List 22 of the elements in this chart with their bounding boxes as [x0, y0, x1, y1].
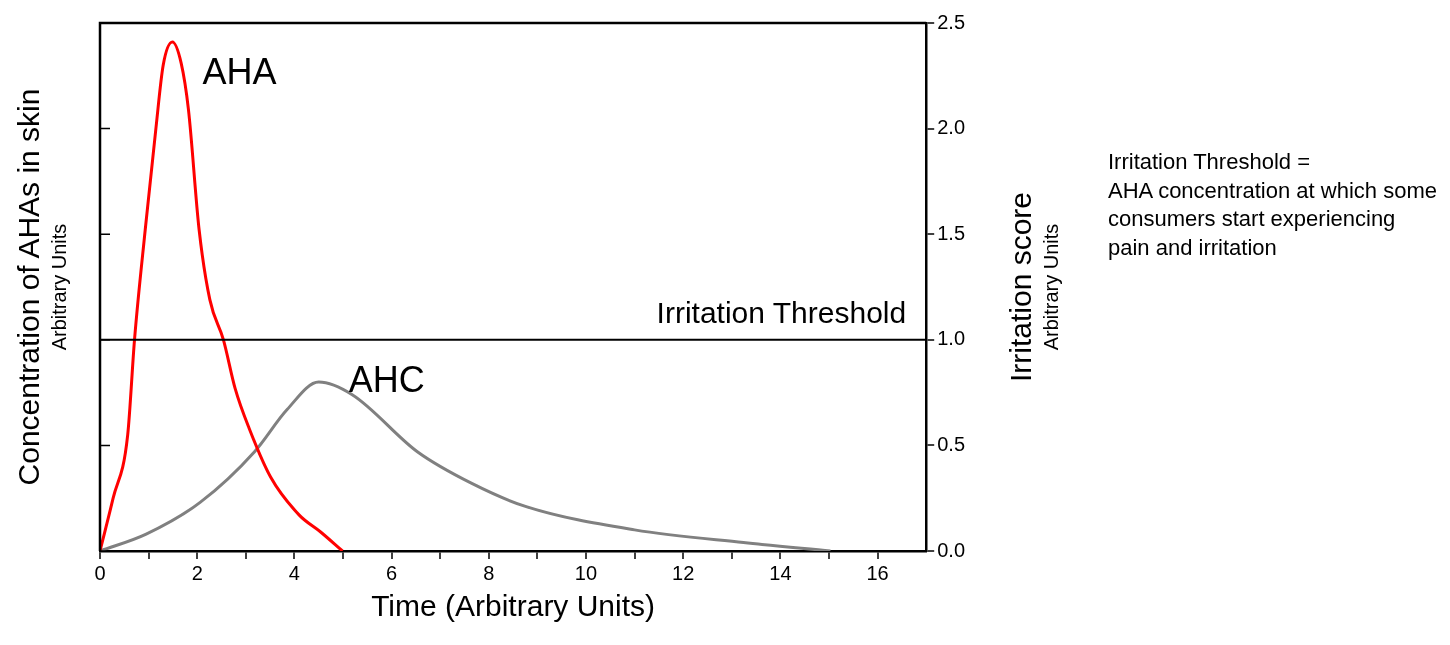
series-label: AHA: [202, 50, 277, 92]
y2-axis-title: Irritation score Arbitrary Units: [1004, 191, 1063, 383]
x-axis-title: Time (Arbitrary Units): [371, 589, 656, 623]
x-tick-label: 0: [94, 561, 106, 584]
y2-tick-label: 1.0: [937, 327, 966, 350]
y2-tick-label: 2.0: [937, 116, 966, 139]
y2-tick-label: 0.5: [937, 432, 966, 455]
x-tick-label: 16: [866, 561, 889, 584]
x-tick-label: 14: [769, 561, 792, 584]
x-tick-label: 8: [483, 561, 495, 584]
x-tick-label: 12: [672, 561, 695, 584]
x-tick-label: 4: [288, 561, 300, 584]
x-tick-label: 10: [574, 561, 598, 584]
y-axis-title: Concentration of AHAs in skin Arbitrary Units: [12, 88, 71, 486]
text: Irritation Threshold = AHA concentration at which some consumers start experiencing pain and irritation: [1108, 148, 1438, 262]
y2-tick-label: 0.0: [937, 538, 966, 561]
series-label: AHC: [348, 358, 425, 400]
y2-tick-label: 1.5: [937, 221, 966, 244]
ref-line-label: Irritation Threshold: [656, 296, 907, 330]
x-tick-label: 2: [191, 561, 203, 584]
y2-tick-label: 2.5: [937, 10, 966, 33]
x-tick-label: 6: [386, 561, 398, 584]
